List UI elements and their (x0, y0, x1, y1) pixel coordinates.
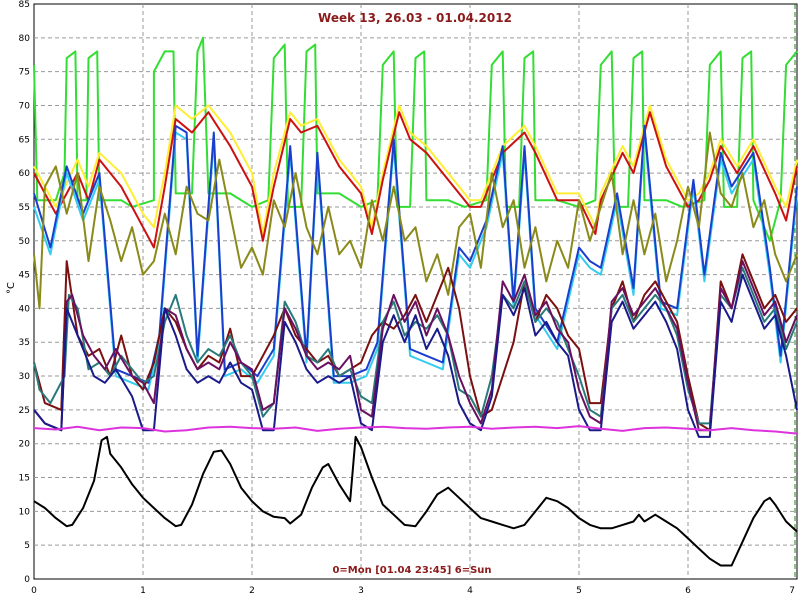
y-tick-label: 15 (19, 474, 30, 484)
y-tick-label: 35 (19, 338, 30, 348)
y-tick-label: 10 (19, 507, 31, 517)
series-line-11 (33, 435, 798, 567)
y-tick-label: 40 (19, 304, 31, 314)
x-tick-label: 2 (249, 586, 255, 596)
y-tick-label: 25 (19, 406, 30, 416)
x-tick-label: 4 (467, 586, 473, 596)
chart-caption: 0=Mon [01.04 23:45] 6=Sun (332, 565, 491, 576)
y-tick-label: 0 (24, 575, 30, 585)
x-tick-label: 1 (140, 586, 146, 596)
series-line-0 (33, 36, 798, 242)
series-line-9 (33, 273, 798, 438)
chart-title: Week 13, 26.03 - 01.04.2012 (318, 11, 512, 25)
x-tick-label: 0 (31, 586, 37, 596)
y-tick-label: 60 (19, 169, 31, 179)
x-tick-label: 5 (576, 586, 582, 596)
series-line-6 (33, 253, 798, 432)
x-tick-label: 6 (685, 586, 691, 596)
y-tick-label: 45 (19, 271, 30, 281)
y-tick-label: 20 (19, 440, 31, 450)
y-tick-label: 80 (19, 34, 31, 44)
x-tick-label: 7 (789, 586, 795, 596)
series-line-1 (33, 104, 798, 235)
series-line-10 (33, 425, 798, 435)
plot-area (33, 3, 798, 580)
x-tick-label: 3 (358, 586, 364, 596)
y-tick-label: 75 (19, 68, 30, 78)
y-tick-label: 5 (24, 541, 30, 551)
y-tick-label: 85 (19, 0, 30, 10)
y-tick-label: 70 (19, 101, 31, 111)
y-tick-label: 50 (19, 237, 31, 247)
x-tick-labels: 0 1 2 3 4 5 6 7 (31, 586, 795, 596)
y-tick-label: 65 (19, 135, 30, 145)
y-tick-label: 30 (19, 372, 31, 382)
series-line-5 (33, 131, 798, 310)
y-tick-labels: 0 5 10 15 20 25 30 35 40 45 50 55 60 65 70 75 80 85 (19, 0, 31, 585)
series-lines (33, 36, 798, 567)
y-axis-label: °C (6, 282, 17, 294)
y-tick-label: 55 (19, 203, 30, 213)
